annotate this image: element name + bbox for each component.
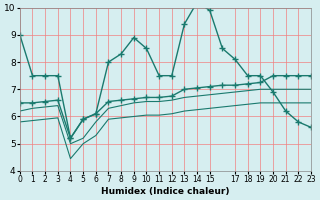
X-axis label: Humidex (Indice chaleur): Humidex (Indice chaleur) — [101, 187, 230, 196]
